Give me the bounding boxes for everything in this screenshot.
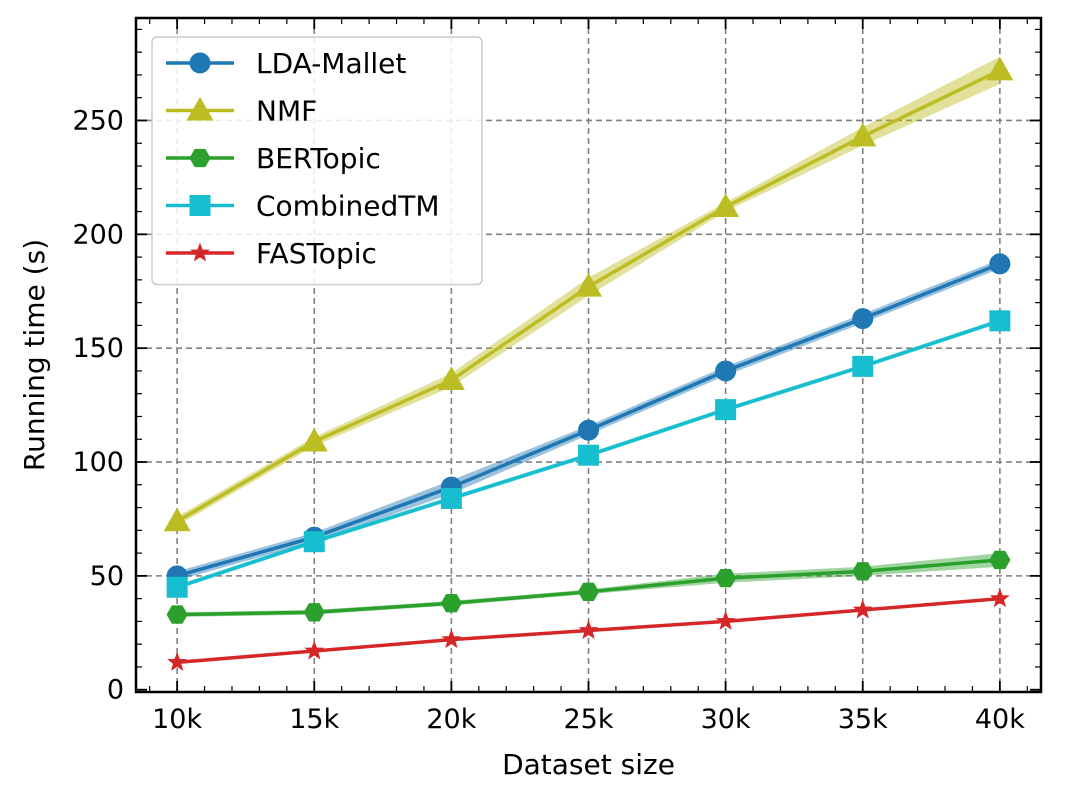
series-markers (163, 56, 1014, 671)
point-nmf (300, 427, 328, 452)
point-bertopic (577, 582, 600, 601)
point-bertopic (166, 605, 188, 624)
axis-ticks (136, 18, 1041, 692)
point-fastopic (989, 588, 1010, 608)
point-bertopic (440, 594, 462, 613)
y-tick-label: 150 (72, 333, 124, 364)
legend-marker-combinedtm (189, 195, 211, 216)
legend-label-fastopic: FASTopic (256, 237, 377, 270)
point-lda-mallet (578, 419, 599, 441)
y-tick-label: 50 (90, 561, 124, 592)
y-tick-label: 0 (107, 675, 124, 706)
x-tick-label: 15k (289, 704, 339, 735)
point-combinedtm (578, 444, 599, 466)
point-combinedtm (715, 399, 737, 421)
legend-box (151, 36, 483, 286)
point-fastopic (304, 640, 325, 660)
y-tick-label: 200 (72, 219, 124, 250)
x-tick-label: 10k (152, 704, 202, 735)
legend-label-combinedtm: CombinedTM (256, 190, 440, 223)
point-combinedtm (303, 531, 325, 553)
point-nmf (712, 193, 740, 217)
point-combinedtm (440, 487, 462, 509)
point-fastopic (852, 599, 873, 619)
x-axis-title: Dataset size (502, 748, 675, 781)
x-tick-label: 35k (838, 704, 888, 735)
legend-marker-fastopic (190, 242, 210, 262)
point-lda-mallet (852, 308, 874, 330)
x-tick-label: 25k (564, 704, 614, 735)
x-tick-label: 20k (426, 704, 476, 735)
point-nmf (163, 507, 191, 532)
point-bertopic (715, 568, 737, 588)
tick-labels: 10k 15k 20k 25k 30k 35k 40k 0 50 100 150 200 250 (72, 105, 1025, 735)
point-fastopic (441, 629, 462, 649)
point-lda-mallet (715, 360, 737, 382)
point-fastopic (578, 620, 599, 639)
legend-label-nmf: NMF (256, 95, 317, 128)
point-bertopic (989, 550, 1011, 570)
point-nmf (437, 366, 465, 391)
legend-marker-nmf (186, 96, 214, 121)
point-lda-mallet (989, 253, 1011, 275)
point-nmf (574, 273, 603, 297)
legend-marker-lda-mallet (189, 52, 211, 74)
point-bertopic (852, 562, 874, 581)
point-combinedtm (166, 576, 188, 598)
point-bertopic (303, 603, 325, 622)
point-fastopic (715, 610, 736, 630)
legend-label-bertopic: BERTopic (256, 142, 381, 175)
y-tick-label: 250 (72, 105, 124, 136)
point-nmf (986, 56, 1014, 81)
band-lda-mallet (177, 259, 1000, 581)
point-fastopic (167, 651, 188, 671)
x-tick-label: 30k (701, 704, 751, 735)
point-combinedtm (989, 310, 1011, 332)
x-tick-label: 40k (975, 704, 1025, 735)
point-nmf (849, 122, 877, 147)
legend-marker-bertopic (189, 148, 211, 168)
point-combinedtm (852, 355, 874, 377)
legend-label-lda-mallet: LDA-Mallet (256, 47, 406, 80)
y-axis-title: Running time (s) (18, 239, 51, 471)
y-tick-label: 100 (72, 447, 124, 478)
legend: LDA-Mallet NMF BERTopic CombinedTM FASTopic (151, 36, 483, 286)
